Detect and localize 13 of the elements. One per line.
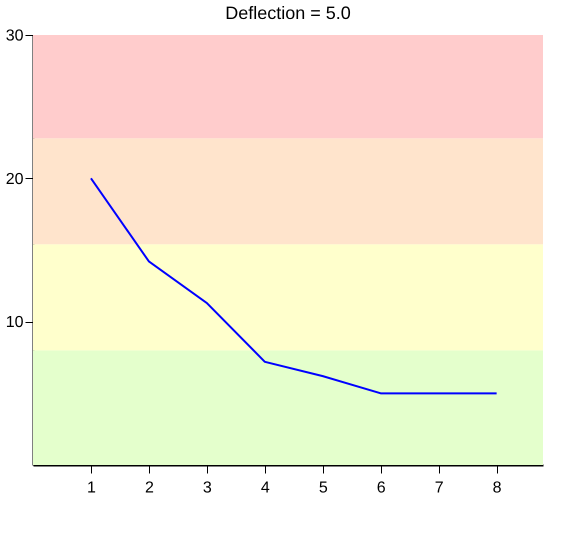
x-tick-label: 3	[202, 480, 212, 496]
x-tick-label: 7	[434, 480, 444, 496]
chart-title: Deflection = 5.0	[225, 3, 351, 23]
y-tick-label: 30	[6, 28, 24, 44]
y-tick-label: 20	[6, 170, 24, 188]
x-tick-label: 6	[376, 480, 386, 496]
x-tick-label: 4	[260, 480, 270, 496]
x-tick-label: 2	[144, 480, 154, 496]
line-series	[90, 177, 498, 394]
x-tick-label: 1	[87, 480, 96, 496]
y-tick-label: 10	[6, 314, 24, 332]
x-tick-label: 5	[318, 480, 328, 496]
x-tick-label: 8	[492, 480, 502, 496]
